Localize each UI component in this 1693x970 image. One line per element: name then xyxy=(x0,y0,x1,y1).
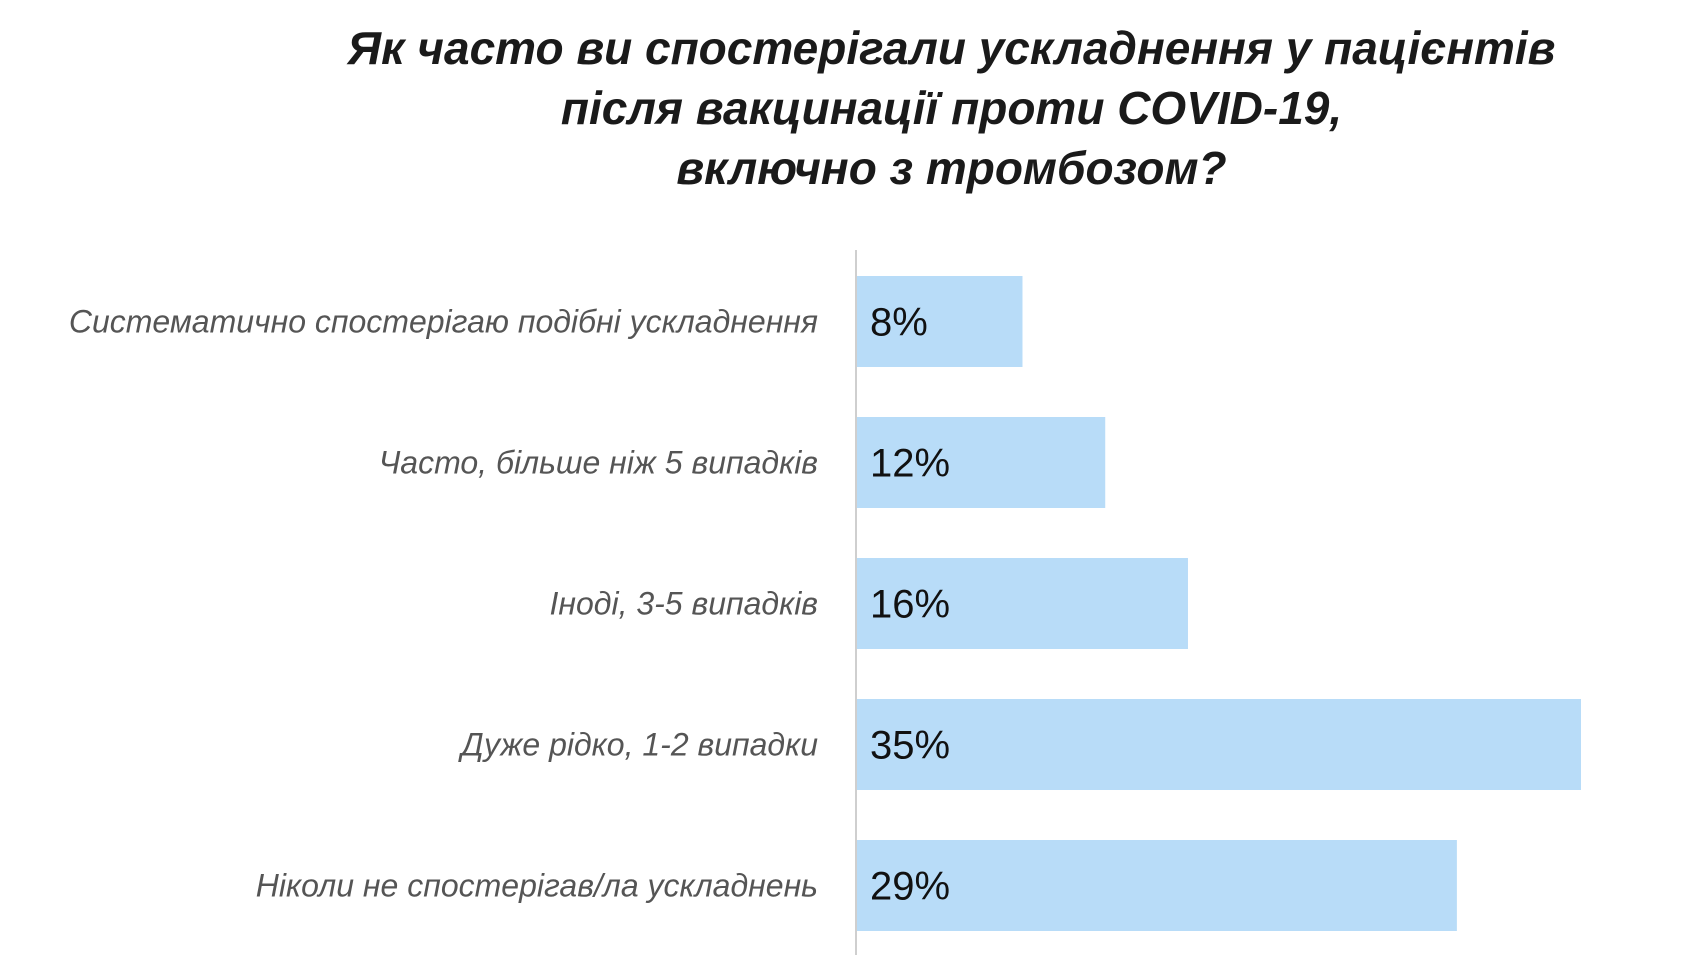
category-label: Дуже рідко, 1-2 випадки xyxy=(458,727,818,763)
value-label: 8% xyxy=(870,301,928,345)
chart-title-line-2: після вакцинації проти COVID-19, xyxy=(560,82,1343,134)
chart-title: Як часто ви спостерігали ускладнення у п… xyxy=(0,18,1693,198)
chart-title-line-1: Як часто ви спостерігали ускладнення у п… xyxy=(347,22,1556,74)
category-label: Часто, більше ніж 5 випадків xyxy=(379,445,818,481)
value-label: 35% xyxy=(870,724,950,768)
category-label: Ніколи не спостерігав/ла ускладнень xyxy=(256,868,818,904)
bar xyxy=(857,276,1023,367)
category-label: Іноді, 3-5 випадків xyxy=(549,586,818,622)
value-label: 12% xyxy=(870,442,950,486)
value-label: 16% xyxy=(870,583,950,627)
bar xyxy=(857,840,1457,931)
bar xyxy=(857,417,1106,508)
bar xyxy=(857,699,1581,790)
chart-title-line-3: включно з тромбозом? xyxy=(676,142,1227,194)
bar xyxy=(857,558,1188,649)
value-label: 29% xyxy=(870,865,950,909)
category-label: Систематично спостерігаю подібні ускладн… xyxy=(69,304,818,340)
